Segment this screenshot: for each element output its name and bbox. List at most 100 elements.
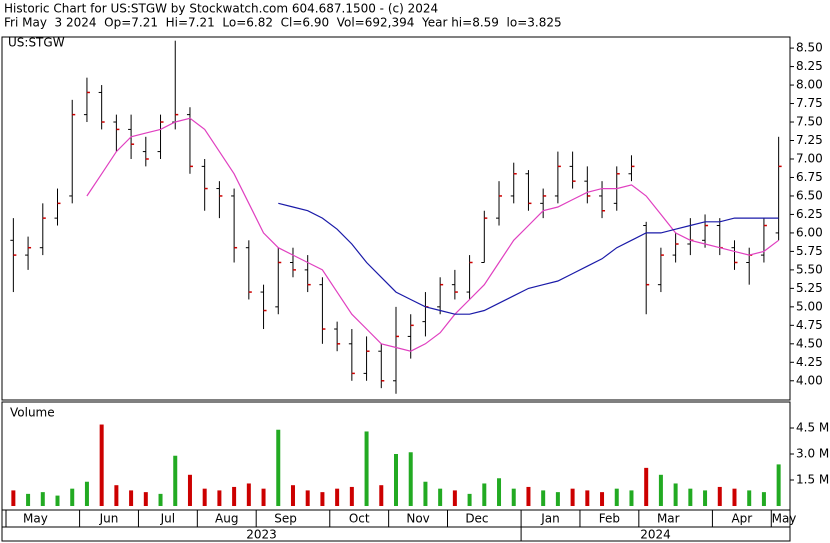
volume-bar bbox=[335, 488, 340, 506]
x-tick-label: Aug bbox=[215, 512, 238, 526]
x-tick-label: Mar bbox=[657, 512, 680, 526]
volume-bar bbox=[511, 488, 516, 506]
moving-average bbox=[278, 202, 779, 315]
volume-bar bbox=[614, 488, 619, 506]
price-panel bbox=[1, 36, 791, 401]
y-tick-label: 6.75 bbox=[796, 170, 823, 184]
y-tick-label: 6.00 bbox=[796, 225, 823, 239]
volume-bar bbox=[526, 486, 531, 506]
volume-bar bbox=[232, 486, 237, 506]
y-tick-label: 3.0 M bbox=[796, 447, 829, 461]
volume-bar bbox=[55, 495, 60, 506]
volume-bar bbox=[246, 483, 251, 506]
y-tick-label: 7.50 bbox=[796, 115, 823, 129]
volume-bar bbox=[629, 490, 634, 506]
volume-bar bbox=[438, 488, 443, 506]
volume-bar bbox=[320, 492, 325, 506]
volume-bar bbox=[129, 490, 134, 506]
volume-bar bbox=[776, 464, 781, 506]
volume-bar bbox=[555, 492, 560, 506]
volume-bar bbox=[305, 490, 310, 506]
volume-bar bbox=[673, 483, 678, 506]
volume-bar bbox=[70, 488, 75, 506]
y-tick-label: 8.25 bbox=[796, 59, 823, 73]
volume-bar bbox=[452, 490, 457, 506]
volume-bar bbox=[379, 485, 384, 506]
volume-bar bbox=[482, 483, 487, 506]
y-tick-label: 1.5 M bbox=[796, 473, 829, 487]
volume-bar bbox=[747, 490, 752, 506]
chart-title: Historic Chart for US:STGW by Stockwatch… bbox=[4, 2, 438, 16]
volume-bar bbox=[173, 455, 178, 506]
volume-bar bbox=[570, 488, 575, 506]
volume-bar bbox=[732, 488, 737, 506]
x-tick-label: Oct bbox=[349, 512, 370, 526]
volume-bar bbox=[187, 474, 192, 506]
volume-bar bbox=[644, 467, 649, 506]
volume-bar bbox=[40, 492, 45, 506]
x-tick-label: Apr bbox=[731, 512, 752, 526]
volume-bar bbox=[688, 488, 693, 506]
volume-bar bbox=[717, 486, 722, 506]
x-tick-label: Feb bbox=[599, 512, 620, 526]
y-tick-label: 8.00 bbox=[796, 78, 823, 92]
volume-bar bbox=[761, 492, 766, 506]
volume-bar bbox=[497, 478, 502, 506]
volume-bar bbox=[11, 490, 16, 506]
symbol-label: US:STGW bbox=[8, 36, 65, 50]
y-tick-label: 4.5 M bbox=[796, 421, 829, 435]
volume-bar bbox=[349, 486, 354, 506]
moving-average bbox=[86, 117, 779, 352]
volume-bar bbox=[143, 492, 148, 506]
y-tick-label: 6.25 bbox=[796, 207, 823, 221]
volume-bar bbox=[26, 493, 31, 506]
volume-bar bbox=[423, 481, 428, 506]
x-tick-label: Sep bbox=[274, 512, 297, 526]
volume-bar bbox=[261, 488, 266, 506]
volume-label: Volume bbox=[10, 406, 55, 420]
volume-bar bbox=[158, 493, 163, 506]
volume-bar bbox=[541, 490, 546, 506]
volume-bar bbox=[217, 490, 222, 506]
x-tick-label: Dec bbox=[465, 512, 488, 526]
year-label: 2024 bbox=[640, 528, 671, 542]
volume-bar bbox=[408, 452, 413, 506]
y-tick-label: 4.25 bbox=[796, 355, 823, 369]
x-tick-label: Nov bbox=[406, 512, 429, 526]
volume-bar bbox=[467, 493, 472, 506]
x-tick-label: May bbox=[772, 512, 797, 526]
volume-bar bbox=[276, 429, 281, 506]
y-tick-label: 5.25 bbox=[796, 281, 823, 295]
y-tick-label: 5.00 bbox=[796, 299, 823, 313]
y-tick-label: 4.75 bbox=[796, 318, 823, 332]
volume-bar bbox=[114, 485, 119, 506]
time-axis bbox=[1, 509, 791, 542]
volume-bar bbox=[364, 431, 369, 506]
x-tick-label: May bbox=[23, 512, 48, 526]
y-tick-label: 7.75 bbox=[796, 96, 823, 110]
chart-subtitle: Fri May 3 2024 Op=7.21 Hi=7.21 Lo=6.82 C… bbox=[4, 16, 562, 30]
x-tick-label: Jul bbox=[160, 512, 175, 526]
y-tick-label: 6.50 bbox=[796, 188, 823, 202]
y-tick-label: 7.00 bbox=[796, 151, 823, 165]
volume-bar bbox=[658, 474, 663, 506]
volume-bar bbox=[290, 485, 295, 506]
volume-bar bbox=[585, 490, 590, 506]
y-tick-label: 5.50 bbox=[796, 262, 823, 276]
y-tick-label: 7.25 bbox=[796, 133, 823, 147]
volume-bar bbox=[600, 492, 605, 506]
y-tick-label: 5.75 bbox=[796, 244, 823, 258]
volume-bar bbox=[84, 481, 89, 506]
year-label: 2023 bbox=[246, 528, 277, 542]
y-tick-label: 4.50 bbox=[796, 336, 823, 350]
x-tick-label: Jan bbox=[540, 512, 560, 526]
x-tick-label: Jun bbox=[99, 512, 119, 526]
volume-bar bbox=[99, 424, 104, 506]
y-tick-label: 8.50 bbox=[796, 41, 823, 55]
volume-bar bbox=[202, 488, 207, 506]
volume-bar bbox=[394, 454, 398, 506]
volume-bar bbox=[703, 490, 708, 506]
y-tick-label: 4.00 bbox=[796, 373, 823, 387]
